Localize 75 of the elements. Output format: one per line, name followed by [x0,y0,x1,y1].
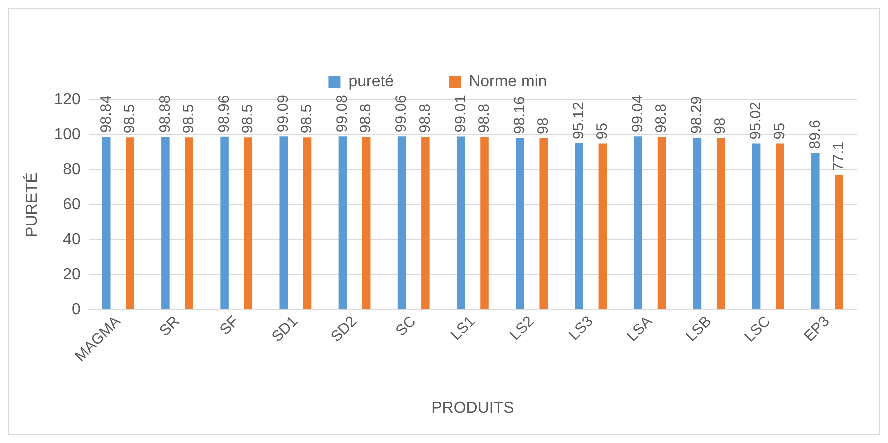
bar [516,138,524,310]
data-label: 98.5 [240,104,257,134]
bar [575,144,584,310]
x-axis-title: PRODUITS [432,400,514,417]
x-tick-label: SD2 [328,313,361,346]
bar [162,136,170,310]
bar [362,137,371,310]
bar [693,138,702,310]
y-tick-label: 40 [63,231,81,248]
y-tick-label: 60 [63,196,81,214]
bar [422,137,430,310]
data-label: 98.8 [358,104,375,134]
data-label: 98.8 [476,104,493,134]
data-label: 95 [771,123,788,140]
bar [303,138,312,310]
data-label: 95 [594,123,612,140]
x-tick-label: SF [216,313,242,339]
data-label: 98 [712,118,730,134]
data-label: 98.29 [688,96,706,134]
bar [220,136,229,310]
legend-label: pureté [348,73,394,90]
bar [835,175,844,310]
bar [812,153,820,310]
bar [338,136,348,310]
y-axis-title: PURETÉ [23,172,42,238]
data-label: 98.5 [180,104,198,134]
bar [716,138,726,310]
legend-label: Norme min [469,73,548,90]
data-label: 98.88 [156,95,174,133]
bar [540,138,548,310]
bar [126,138,134,310]
x-tick-label: LS3 [566,313,597,344]
y-tick-label: 20 [63,266,81,284]
bar [102,137,111,310]
bar [752,144,761,310]
data-label: 99.08 [334,95,352,133]
y-tick-label: 120 [54,91,81,108]
data-label: 89.6 [806,120,824,150]
bar [776,144,784,310]
bar [456,136,466,310]
bar [480,137,489,310]
data-label: 95.12 [570,102,588,140]
data-label: 98.5 [121,104,138,134]
y-tick-label: 100 [54,126,81,144]
bar [280,136,288,310]
bar [634,136,643,310]
x-tick-label: SC [392,312,420,340]
data-label: 99.09 [275,95,292,133]
data-label: 98.5 [298,104,316,134]
x-tick-label: LSC [741,312,774,346]
x-tick-label: LSA [624,313,656,346]
data-label: 98.8 [416,104,434,134]
y-tick-label: 80 [63,161,81,178]
x-tick-label: LS1 [448,313,479,344]
y-tick-label: 0 [72,301,81,318]
x-tick-label: EP3 [801,313,834,346]
data-label: 99.06 [393,95,410,133]
data-label: 99.04 [630,95,647,133]
x-tick-label: LS2 [506,313,538,344]
bar [244,138,253,310]
bar [398,136,406,310]
data-label: 98.8 [653,104,670,134]
x-tick-label: SR [156,312,184,340]
data-label: 77.1 [830,142,848,172]
data-label: 95.02 [748,102,765,140]
bar [598,144,608,310]
data-label: 98.96 [216,95,233,133]
bar [185,138,194,310]
data-label: 98.84 [98,95,115,134]
data-label: 98 [534,118,552,134]
bar [658,137,666,310]
x-tick-label: SD1 [268,313,302,346]
data-label: 98.16 [511,96,528,134]
data-label: 99.01 [452,95,470,133]
x-tick-label: LSB [682,313,716,346]
